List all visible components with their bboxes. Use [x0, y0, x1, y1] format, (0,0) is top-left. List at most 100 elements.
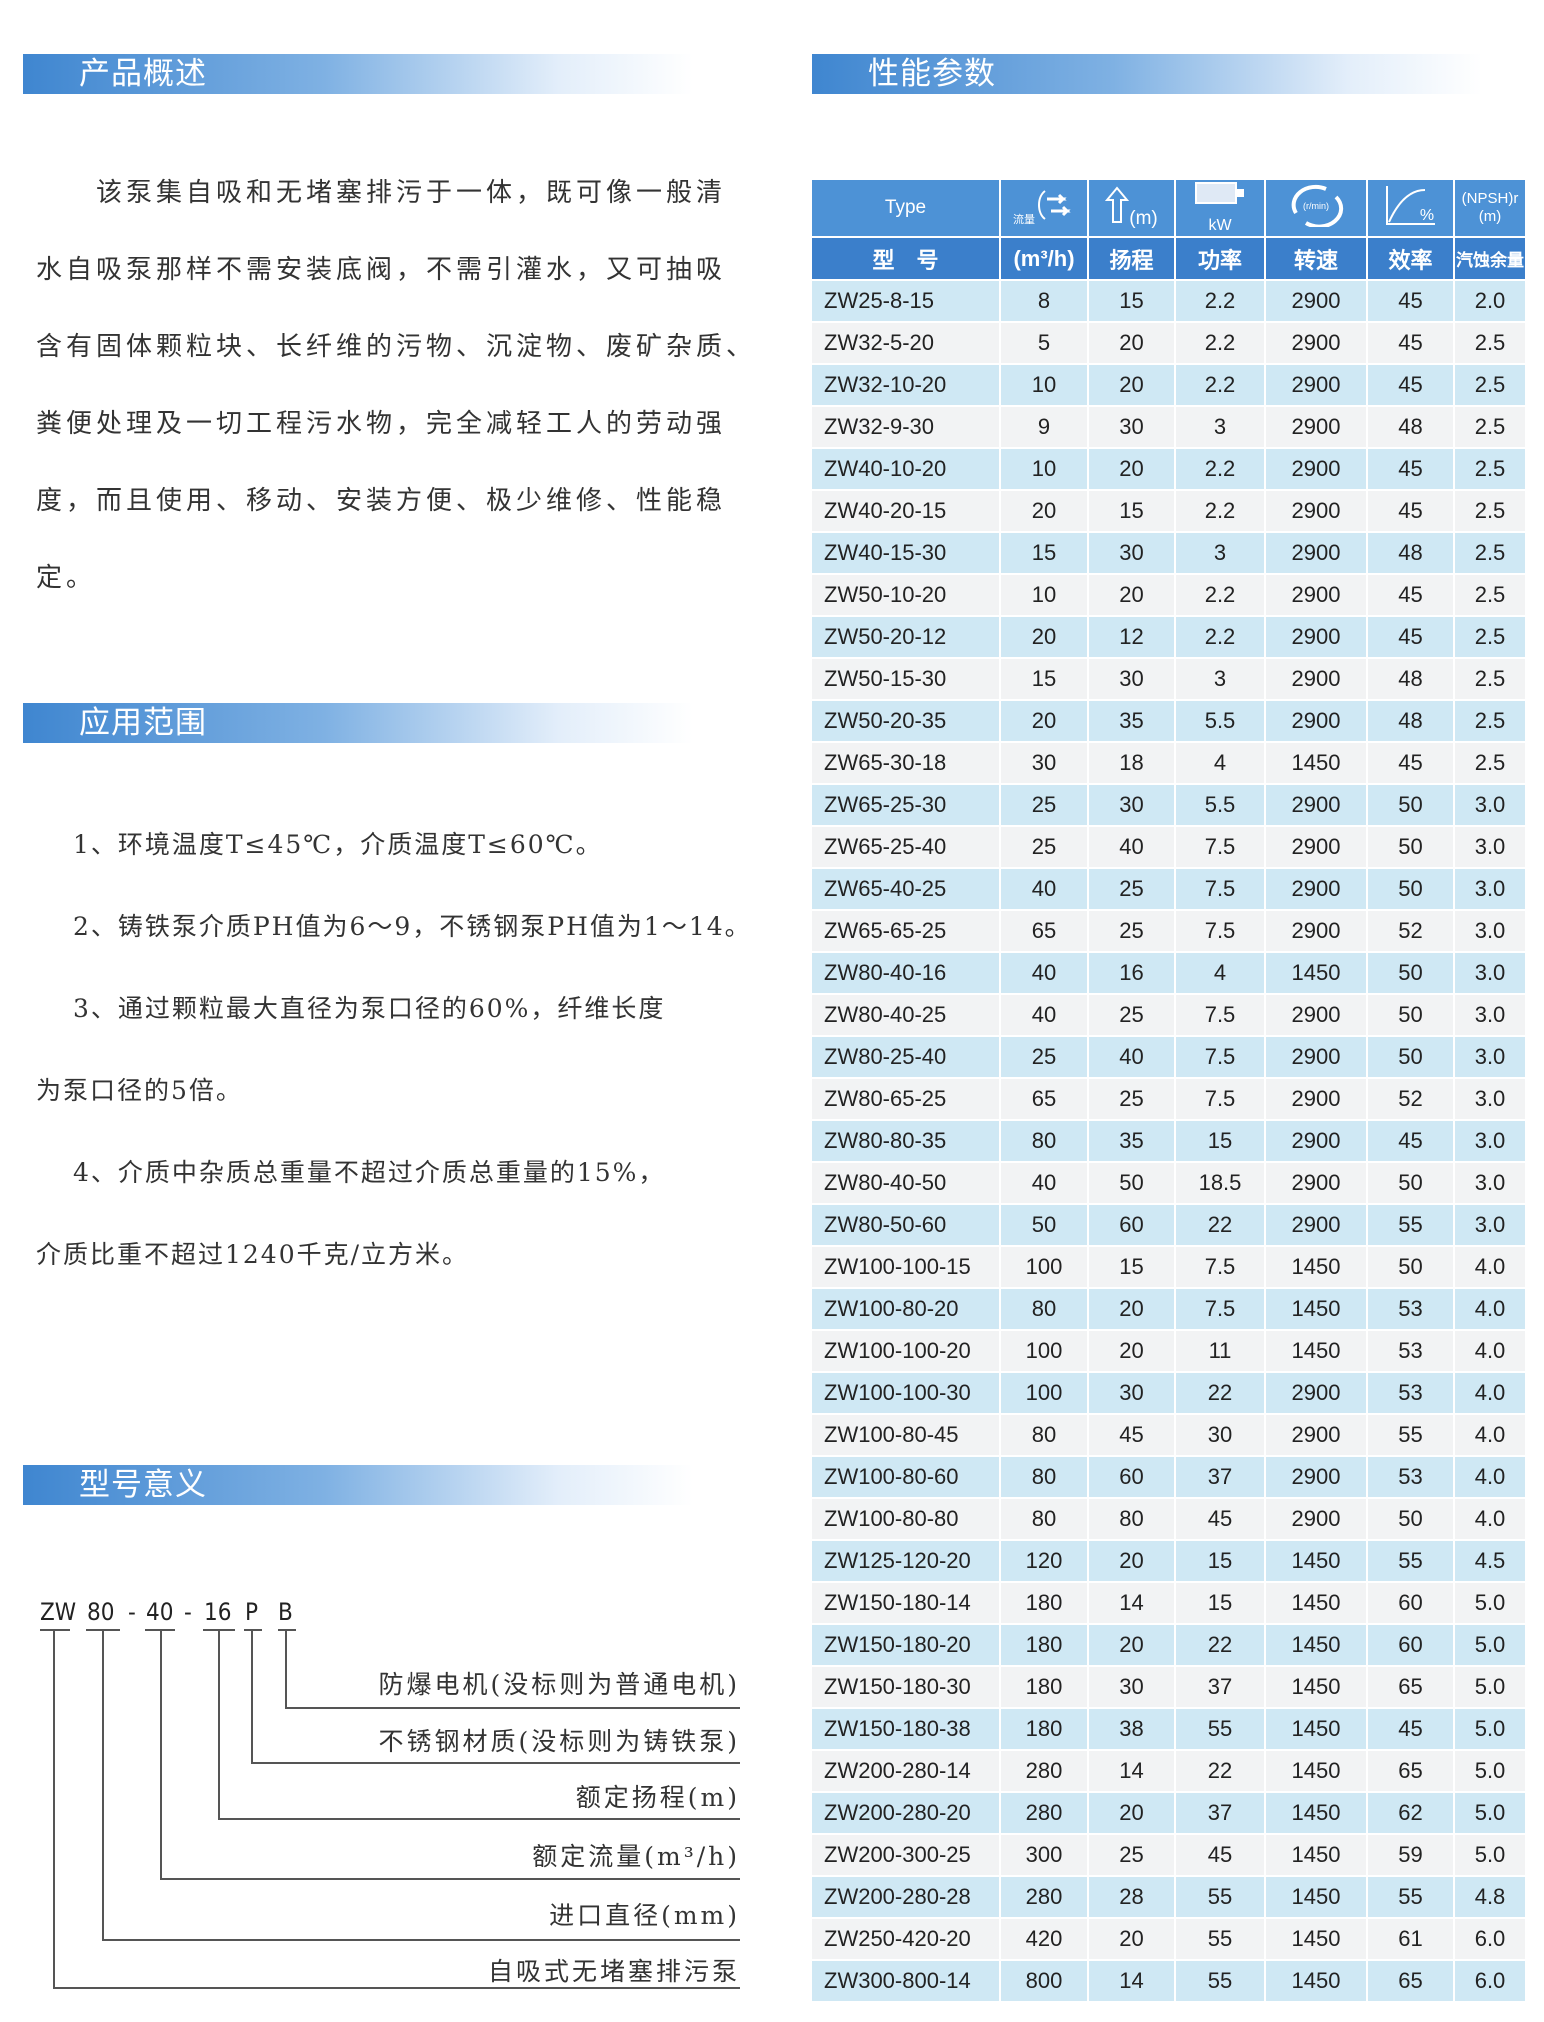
table-row: ZW80-40-16 40 16 4 1450 50 3.0	[812, 952, 1527, 995]
cell-npsh: 2.5	[1454, 448, 1527, 491]
cell-model: ZW80-40-16	[812, 952, 1001, 995]
cell-speed: 1450	[1265, 1246, 1368, 1289]
cell-speed: 2900	[1265, 616, 1368, 659]
cell-efficiency: 60	[1367, 1624, 1455, 1667]
cell-flow: 20	[1000, 616, 1089, 659]
cell-efficiency: 65	[1367, 1960, 1455, 2003]
cell-model: ZW65-25-40	[812, 826, 1001, 869]
table-row: ZW32-5-20 5 20 2.2 2900 45 2.5	[812, 322, 1527, 365]
cell-efficiency: 45	[1367, 1120, 1455, 1163]
cell-head: 30	[1088, 658, 1176, 701]
cell-model: ZW100-80-20	[812, 1288, 1001, 1331]
cell-npsh: 4.0	[1454, 1246, 1527, 1289]
cell-flow: 180	[1000, 1708, 1089, 1751]
cell-model: ZW150-180-38	[812, 1708, 1001, 1751]
header-head-icon: (m)	[1088, 180, 1176, 238]
cell-flow: 10	[1000, 364, 1089, 407]
cell-head: 60	[1088, 1204, 1176, 1247]
table-row: ZW65-65-25 65 25 7.5 2900 52 3.0	[812, 910, 1527, 953]
cell-npsh: 4.0	[1454, 1288, 1527, 1331]
cell-power: 15	[1175, 1540, 1266, 1583]
table-row: ZW300-800-14 800 14 55 1450 65 6.0	[812, 1960, 1527, 2003]
cell-power: 4	[1175, 742, 1266, 785]
cell-efficiency: 61	[1367, 1918, 1455, 1961]
cell-flow: 9	[1000, 406, 1089, 449]
cell-speed: 2900	[1265, 490, 1368, 533]
cell-head: 20	[1088, 1288, 1176, 1331]
label-material: 不锈钢材质(没标则为铸铁泵)	[378, 1727, 740, 1756]
header-type: Type	[812, 180, 1001, 238]
cell-model: ZW50-15-30	[812, 658, 1001, 701]
cell-model: ZW200-280-28	[812, 1876, 1001, 1919]
cell-flow: 65	[1000, 910, 1089, 953]
cell-head: 30	[1088, 784, 1176, 827]
section-header-overview: 产品概述	[23, 54, 693, 94]
cell-efficiency: 62	[1367, 1792, 1455, 1835]
efficiency-unit: %	[1419, 207, 1433, 224]
cell-flow: 300	[1000, 1834, 1089, 1877]
table-row: ZW100-80-45 80 45 30 2900 55 4.0	[812, 1414, 1527, 1457]
cell-npsh: 2.5	[1454, 490, 1527, 533]
cell-efficiency: 55	[1367, 1414, 1455, 1457]
cell-flow: 100	[1000, 1246, 1089, 1289]
cell-flow: 280	[1000, 1876, 1089, 1919]
cell-power: 7.5	[1175, 910, 1266, 953]
cell-model: ZW50-10-20	[812, 574, 1001, 617]
table-row: ZW65-30-18 30 18 4 1450 45 2.5	[812, 742, 1527, 785]
cell-npsh: 3.0	[1454, 826, 1527, 869]
cell-npsh: 2.5	[1454, 322, 1527, 365]
cell-power: 45	[1175, 1498, 1266, 1541]
table-row: ZW150-180-38 180 38 55 1450 45 5.0	[812, 1708, 1527, 1751]
code-series: ZW	[40, 1598, 77, 1626]
cell-power: 45	[1175, 1834, 1266, 1877]
overview-line: 该泵集自吸和无堵塞排污于一体，既可像一般清	[36, 178, 727, 208]
table-row: ZW100-80-60 80 60 37 2900 53 4.0	[812, 1456, 1527, 1499]
code-dash: -	[128, 1598, 136, 1626]
cell-head: 25	[1088, 994, 1176, 1037]
cell-power: 22	[1175, 1204, 1266, 1247]
table-row: ZW50-15-30 15 30 3 2900 48 2.5	[812, 658, 1527, 701]
cell-head: 80	[1088, 1498, 1176, 1541]
cell-head: 38	[1088, 1708, 1176, 1751]
cell-flow: 280	[1000, 1792, 1089, 1835]
cell-power: 5.5	[1175, 700, 1266, 743]
header-speed: 转速	[1265, 237, 1368, 281]
table-row: ZW150-180-14 180 14 15 1450 60 5.0	[812, 1582, 1527, 1625]
overview-line: 水自吸泵那样不需安装底阀，不需引灌水，又可抽吸	[36, 255, 727, 285]
table-row: ZW65-25-40 25 40 7.5 2900 50 3.0	[812, 826, 1527, 869]
cell-npsh: 3.0	[1454, 868, 1527, 911]
cell-efficiency: 45	[1367, 574, 1455, 617]
cell-speed: 2900	[1265, 1036, 1368, 1079]
cell-efficiency: 45	[1367, 322, 1455, 365]
label-head: 额定扬程(m)	[575, 1783, 740, 1812]
cell-efficiency: 52	[1367, 1078, 1455, 1121]
cell-flow: 25	[1000, 1036, 1089, 1079]
cell-flow: 180	[1000, 1624, 1089, 1667]
cell-head: 40	[1088, 826, 1176, 869]
header-model: 型 号	[812, 237, 1001, 281]
table-row: ZW40-20-15 20 15 2.2 2900 45 2.5	[812, 490, 1527, 533]
cell-flow: 40	[1000, 952, 1089, 995]
cell-npsh: 5.0	[1454, 1750, 1527, 1793]
cell-speed: 2900	[1265, 1078, 1368, 1121]
cell-npsh: 3.0	[1454, 952, 1527, 995]
table-row: ZW40-15-30 15 30 3 2900 48 2.5	[812, 532, 1527, 575]
cell-model: ZW200-280-14	[812, 1750, 1001, 1793]
table-row: ZW80-50-60 50 60 22 2900 55 3.0	[812, 1204, 1527, 1247]
cell-flow: 800	[1000, 1960, 1089, 2003]
cell-efficiency: 53	[1367, 1372, 1455, 1415]
cell-npsh: 2.5	[1454, 364, 1527, 407]
cell-npsh: 4.0	[1454, 1330, 1527, 1373]
cell-npsh: 4.5	[1454, 1540, 1527, 1583]
cell-npsh: 2.5	[1454, 616, 1527, 659]
cell-flow: 15	[1000, 658, 1089, 701]
cell-power: 2.2	[1175, 616, 1266, 659]
cell-model: ZW80-40-25	[812, 994, 1001, 1037]
cell-efficiency: 55	[1367, 1876, 1455, 1919]
cell-head: 20	[1088, 1792, 1176, 1835]
cell-power: 5.5	[1175, 784, 1266, 827]
cell-head: 20	[1088, 364, 1176, 407]
cell-head: 30	[1088, 1666, 1176, 1709]
cell-model: ZW40-15-30	[812, 532, 1001, 575]
table-row: ZW32-10-20 10 20 2.2 2900 45 2.5	[812, 364, 1527, 407]
